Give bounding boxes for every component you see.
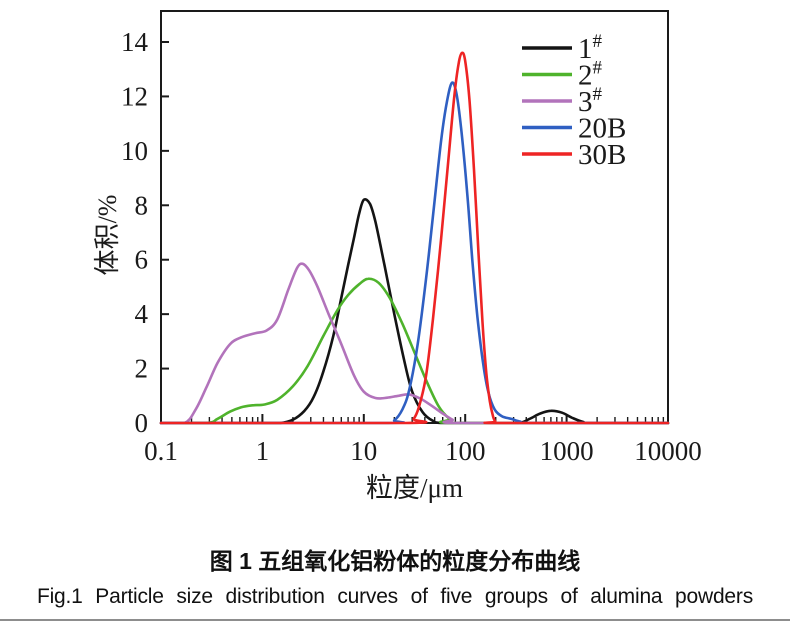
legend-label-30B: 30B [578, 139, 626, 171]
y-tick-label: 10 [121, 136, 148, 166]
x-axis-label: 粒度/μm [366, 473, 463, 503]
curves [159, 51, 670, 425]
curve-1 [159, 198, 670, 425]
y-tick-label: 4 [135, 299, 149, 329]
x-tick-label: 10000 [634, 436, 702, 466]
y-tick-label: 14 [121, 27, 149, 57]
x-axis: 0.1 1 10 100 1000 10000 [144, 414, 702, 466]
y-tick-label: 12 [121, 81, 148, 111]
x-tick-label: 1000 [540, 436, 594, 466]
y-tick-label: 6 [135, 245, 149, 275]
legend-label-20B: 20B [578, 113, 626, 145]
particle-size-distribution-chart: 0 2 4 6 8 10 12 14 0.1 1 10 100 1000 10000 粒度/μm 体积/% 1#… [93, 10, 702, 503]
y-tick-label: 0 [135, 408, 149, 438]
curve-30B [159, 51, 670, 425]
caption-chinese: 图 1 五组氧化铝粉体的粒度分布曲线 [209, 548, 581, 574]
x-tick-label: 100 [445, 436, 486, 466]
x-tick-label: 1 [256, 436, 270, 466]
bottom-divider [0, 619, 790, 621]
legend-entry-20B: 20B [522, 113, 626, 145]
y-axis-label: 体积/% [93, 195, 122, 276]
x-tick-label: 0.1 [144, 436, 178, 466]
x-tick-label: 10 [350, 436, 377, 466]
caption-english: Fig.1 Particle size distribution curves … [36, 585, 754, 608]
curve-20B [159, 81, 670, 425]
y-axis: 0 2 4 6 8 10 12 14 [121, 27, 169, 438]
curve-2 [159, 277, 670, 425]
y-tick-label: 8 [135, 190, 149, 220]
curve-3 [159, 262, 670, 425]
axes: 0 2 4 6 8 10 12 14 0.1 1 10 100 1000 10000 粒度/μm 体积/% [93, 10, 702, 503]
legend-entry-30B: 30B [522, 139, 626, 171]
y-tick-label: 2 [135, 354, 149, 384]
